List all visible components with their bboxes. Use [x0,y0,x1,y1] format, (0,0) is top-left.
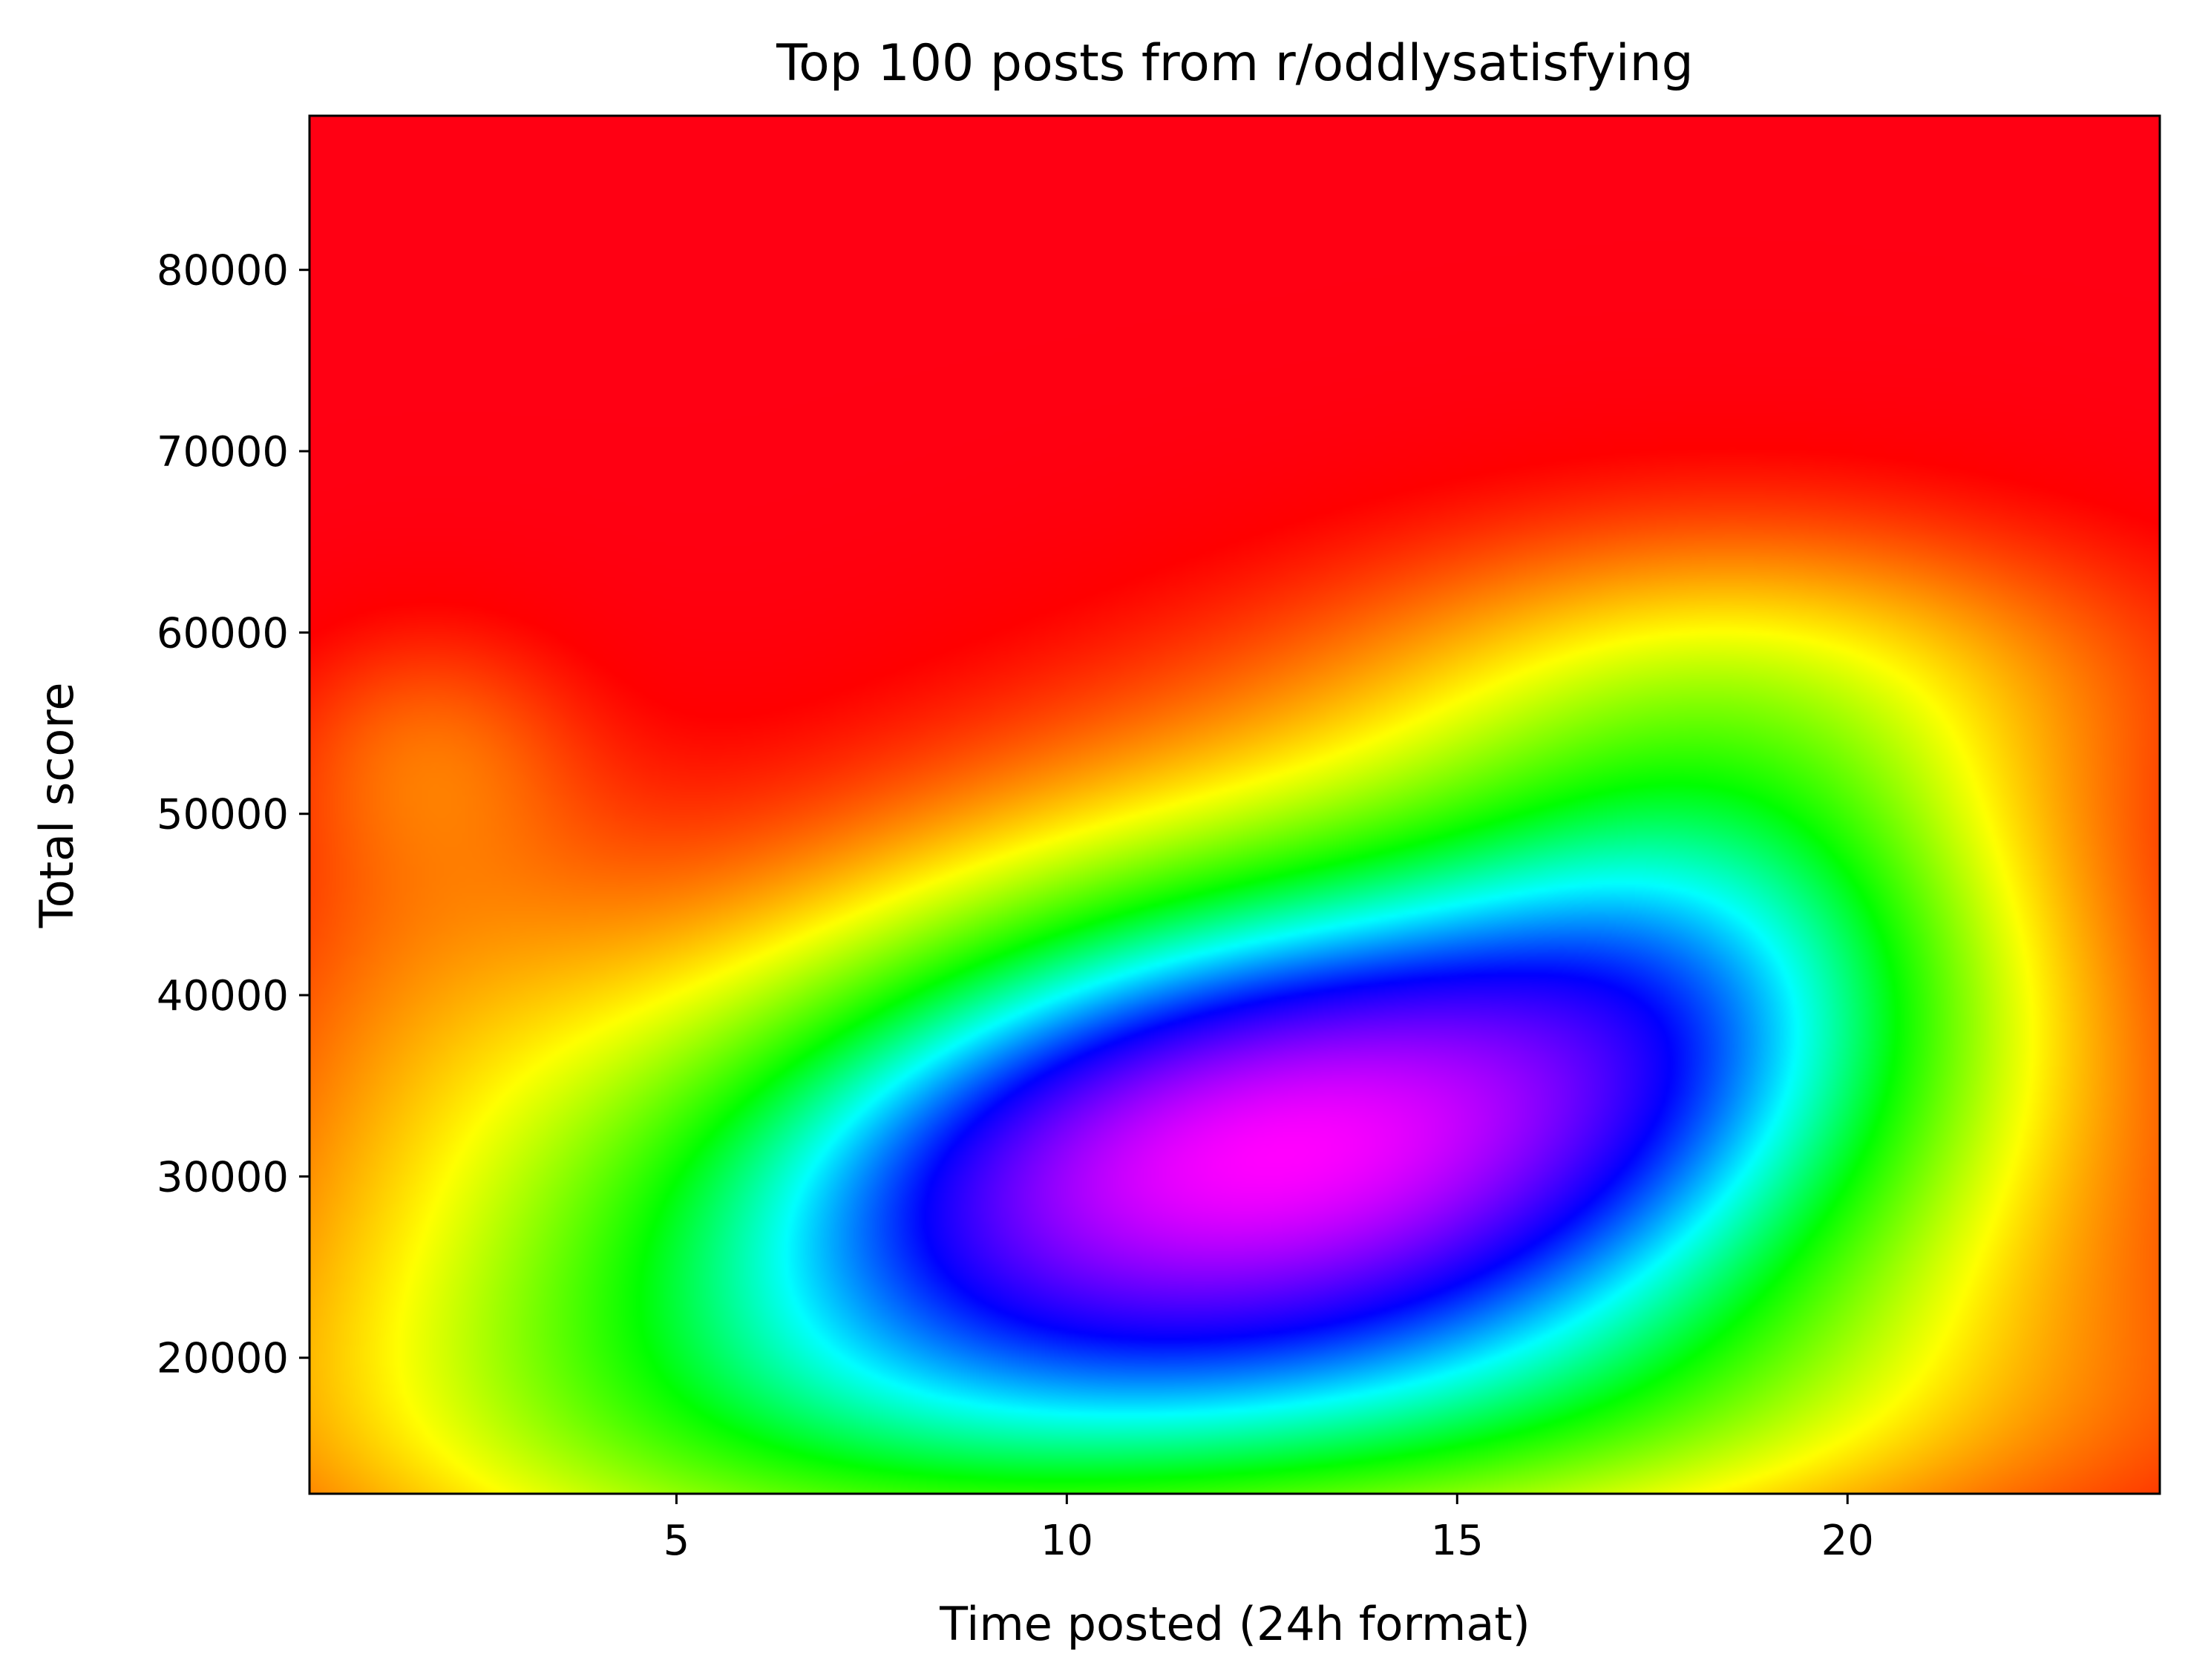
y-tick-label: 50000 [157,791,289,839]
x-axis-ticks: 5 10 15 20 [664,1494,1874,1565]
x-tick-label: 20 [1821,1517,1874,1565]
y-tick-label: 70000 [157,428,289,476]
plot-area [309,116,2160,1494]
y-tick-label: 30000 [157,1153,289,1201]
x-tick-label: 10 [1041,1517,1093,1565]
x-tick-label: 15 [1431,1517,1484,1565]
plot-frame [308,114,2161,1495]
chart-title: Top 100 posts from r/oddlysatisfying [776,34,1694,93]
y-tick-label: 40000 [157,972,289,1020]
x-axis-label: Time posted (24h format) [939,1597,1530,1651]
y-tick-label: 60000 [157,609,289,657]
heatmap-image [309,116,2160,1494]
y-tick-label: 80000 [157,247,289,295]
x-tick-label: 5 [664,1517,690,1565]
y-tick-label: 20000 [157,1335,289,1383]
y-axis-label: Total score [30,682,84,928]
y-axis-ticks: 20000 30000 40000 50000 60000 70000 80000 [157,247,309,1383]
